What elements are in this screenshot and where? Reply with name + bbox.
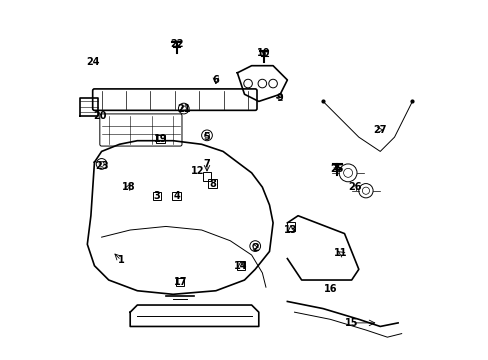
Text: 26: 26 [348,182,361,192]
Text: 13: 13 [284,225,297,235]
Text: 19: 19 [154,134,167,144]
Text: 20: 20 [93,111,106,121]
Text: 21: 21 [177,104,190,113]
Text: 16: 16 [323,284,336,294]
Text: 15: 15 [344,318,358,328]
Text: 24: 24 [86,57,99,67]
Text: 4: 4 [173,191,180,201]
Text: 3: 3 [153,191,160,201]
Text: 1: 1 [118,255,124,265]
Text: 5: 5 [203,132,210,142]
Text: 11: 11 [333,248,347,258]
Text: 6: 6 [212,75,219,85]
Text: 8: 8 [208,179,215,189]
Text: 23: 23 [95,161,108,171]
Text: 2: 2 [251,243,258,253]
Text: 12: 12 [191,166,204,176]
Text: 9: 9 [276,93,283,103]
Text: 27: 27 [373,125,386,135]
Text: 25: 25 [330,164,344,174]
Text: 18: 18 [122,182,135,192]
Text: 22: 22 [169,39,183,49]
Text: 14: 14 [234,261,247,271]
Text: 17: 17 [173,277,186,287]
Text: 10: 10 [257,48,270,58]
Text: 7: 7 [203,159,210,169]
